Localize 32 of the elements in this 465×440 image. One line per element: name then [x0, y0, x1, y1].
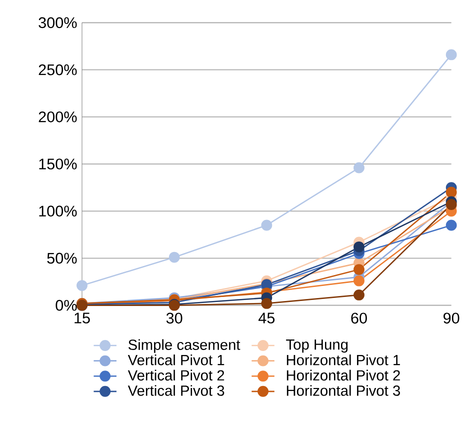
- point: [76, 280, 88, 292]
- y-tick-label: 300%: [38, 17, 77, 28]
- x-tick-label: 30: [166, 312, 182, 324]
- legend-label: Horizontal Pivot 2: [286, 370, 400, 381]
- x-tick-label: 90: [444, 312, 460, 324]
- point: [354, 264, 364, 275]
- x-tick-label: 60: [351, 312, 367, 324]
- legend-label: Horizontal Pivot 1: [286, 354, 400, 366]
- point: [446, 49, 457, 60]
- point: [354, 290, 364, 300]
- y-tick-label: 150%: [39, 158, 77, 170]
- point: [446, 186, 457, 198]
- point: [354, 162, 364, 174]
- y-tick-label: 100%: [39, 206, 77, 217]
- point: [354, 275, 364, 286]
- point: [446, 220, 457, 231]
- y-tick-label: 0%: [56, 300, 77, 311]
- legend-label: Horizontal Pivot 3: [286, 385, 400, 396]
- point: [261, 220, 272, 231]
- y-tick-label: 50%: [47, 252, 77, 264]
- legend-label: Simple casement: [128, 339, 240, 353]
- point: [168, 252, 180, 263]
- legend-label: Top Hung: [286, 339, 348, 353]
- point: [354, 241, 364, 252]
- point: [261, 298, 272, 309]
- legend-label: Vertical Pivot 1: [128, 354, 224, 366]
- y-tick-label: 250%: [38, 64, 77, 76]
- x-tick-label: 45: [258, 312, 275, 324]
- legend-label: Vertical Pivot 2: [128, 370, 224, 381]
- legend-label: Vertical Pivot 3: [128, 385, 224, 396]
- y-tick-label: 200%: [38, 111, 77, 122]
- x-tick-label: 15: [74, 312, 90, 324]
